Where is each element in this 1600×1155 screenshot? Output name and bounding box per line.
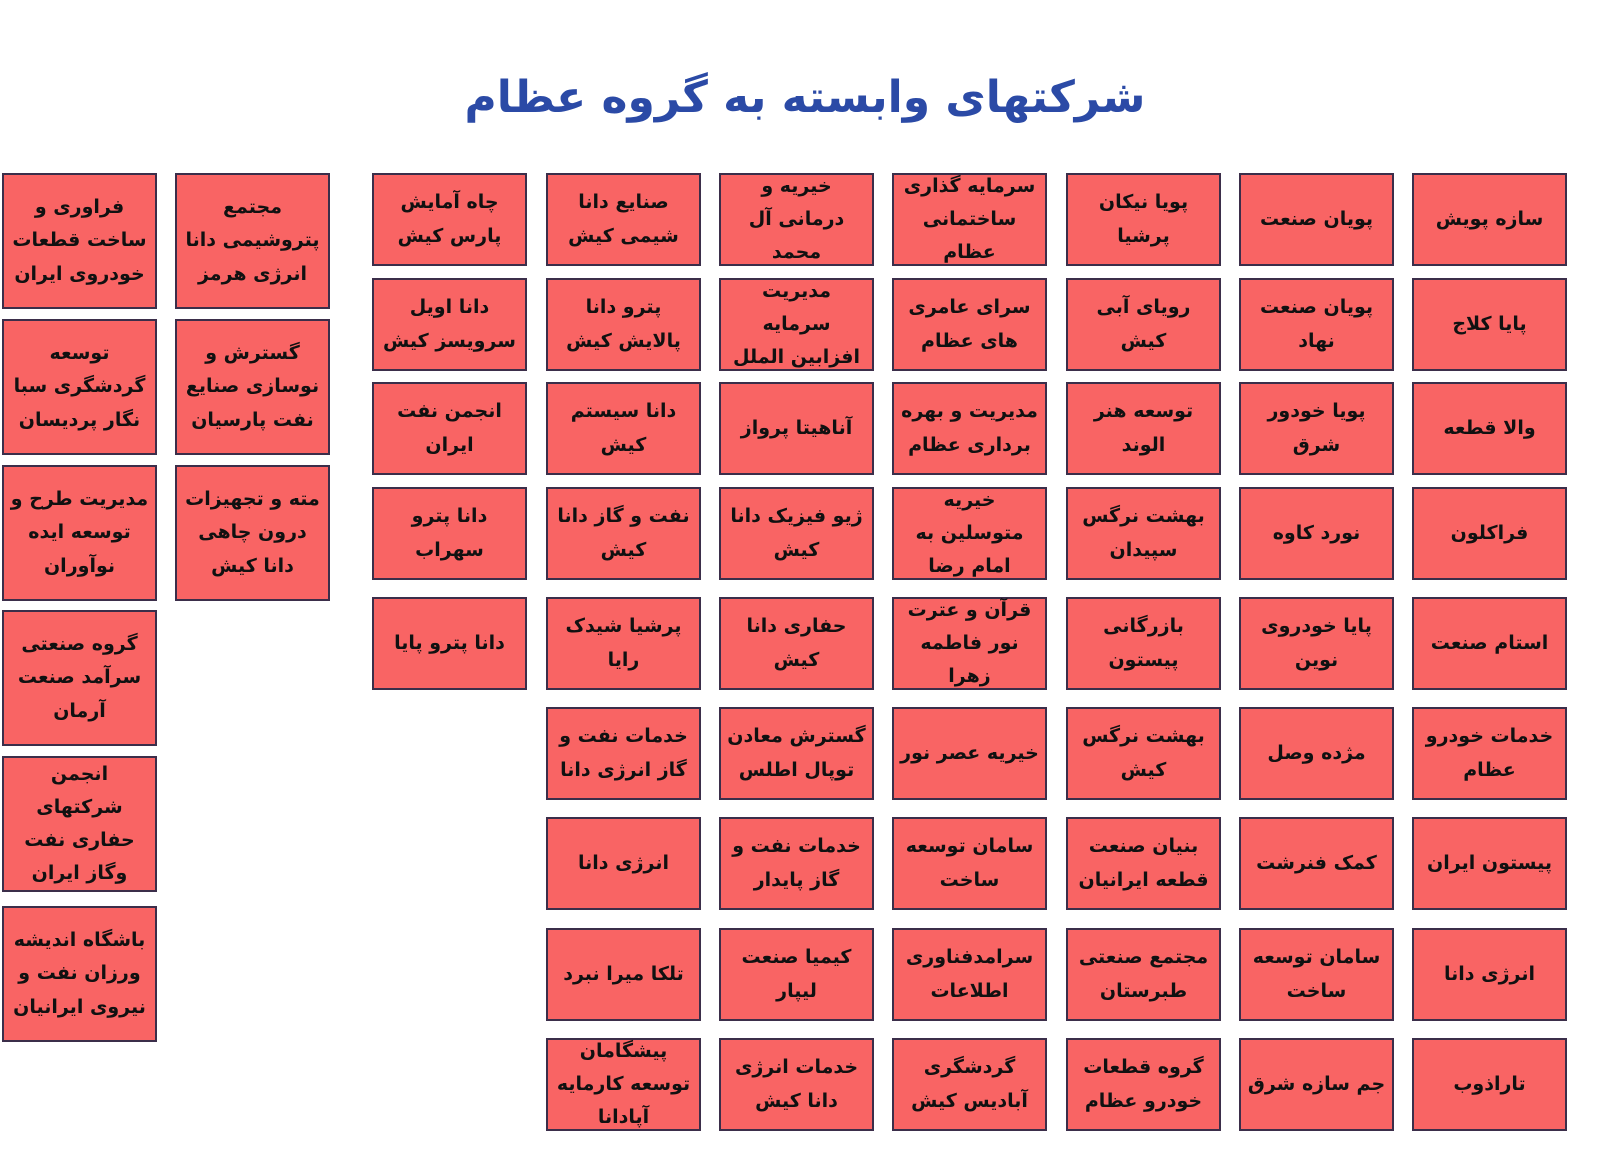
company-box: خیریه متوسلین به امام رضا — [892, 487, 1047, 580]
company-box: چاه آمایش پارس کیش — [372, 173, 527, 266]
company-box: بازرگانی پیستون — [1066, 597, 1221, 690]
company-box: سرمایه گذاری ساختمانی عظام — [892, 173, 1047, 266]
company-box: کمک فنرشت — [1239, 817, 1394, 910]
company-box: پویان صنعت — [1239, 173, 1394, 266]
company-box: پایا کلاج — [1412, 278, 1567, 371]
company-box: پیشگامان توسعه کارمایه آپادانا — [546, 1038, 701, 1131]
company-box: سامان توسعه ساخت — [892, 817, 1047, 910]
company-box: نفت و گاز دانا کیش — [546, 487, 701, 580]
company-box: مته و تجهیزات درون چاهی دانا کیش — [175, 465, 330, 601]
company-box: نورد کاوه — [1239, 487, 1394, 580]
company-box: قرآن و عترت نور فاطمه زهرا — [892, 597, 1047, 690]
company-box: مژده وصل — [1239, 707, 1394, 800]
company-box: خیریه و درمانی آل محمد — [719, 173, 874, 266]
company-box: خیریه عصر نور — [892, 707, 1047, 800]
company-box: گروه قطعات خودرو عظام — [1066, 1038, 1221, 1131]
company-box: پیستون ایران — [1412, 817, 1567, 910]
company-box: انرژی دانا — [546, 817, 701, 910]
company-box: دانا سیستم کیش — [546, 382, 701, 475]
company-box: مجتمع پتروشیمی دانا انرژی هرمز — [175, 173, 330, 309]
company-box: استام صنعت — [1412, 597, 1567, 690]
company-box: انجمن نفت ایران — [372, 382, 527, 475]
company-box: حفاری دانا کیش — [719, 597, 874, 690]
company-box: گروه صنعتی سرآمد صنعت آرمان — [2, 610, 157, 746]
company-box: پایا خودروی نوین — [1239, 597, 1394, 690]
company-box: پرشیا شیدک رایا — [546, 597, 701, 690]
company-box: پویا نیکان پرشیا — [1066, 173, 1221, 266]
company-box: بهشت نرگس کیش — [1066, 707, 1221, 800]
company-box: پویان صنعت نهاد — [1239, 278, 1394, 371]
company-box: جم سازه شرق — [1239, 1038, 1394, 1131]
company-box: فراوری و ساخت قطعات خودروی ایران — [2, 173, 157, 309]
company-box: خدمات نفت و گاز پایدار — [719, 817, 874, 910]
company-box: توسعه گردشگری سبا نگار پردیسان — [2, 319, 157, 455]
company-box: سازه پویش — [1412, 173, 1567, 266]
company-box: دانا اویل سرویسز کیش — [372, 278, 527, 371]
company-box: مدیریت طرح و توسعه ایده نوآوران — [2, 465, 157, 601]
company-box: دانا پترو سهراب — [372, 487, 527, 580]
company-box: تلکا میرا نبرد — [546, 928, 701, 1021]
company-box: گردشگری آبادیس کیش — [892, 1038, 1047, 1131]
company-box: صنایع دانا شیمی کیش — [546, 173, 701, 266]
company-box: گسترش معادن توپال اطلس — [719, 707, 874, 800]
company-box: والا قطعه — [1412, 382, 1567, 475]
company-box: توسعه هنر الوند — [1066, 382, 1221, 475]
company-box: پویا خودور شرق — [1239, 382, 1394, 475]
company-box: خدمات خودرو عظام — [1412, 707, 1567, 800]
company-box: تاراذوب — [1412, 1038, 1567, 1131]
company-box: بنیان صنعت قطعه ایرانیان — [1066, 817, 1221, 910]
company-box: خدمات انرژی دانا کیش — [719, 1038, 874, 1131]
company-box: سرامدفناوری اطلاعات — [892, 928, 1047, 1021]
company-box: آناهیتا پرواز — [719, 382, 874, 475]
company-box: رویای آبی کیش — [1066, 278, 1221, 371]
company-box: دانا پترو پایا — [372, 597, 527, 690]
company-box: سرای عامری های عظام — [892, 278, 1047, 371]
company-box: مجتمع صنعتی طبرستان — [1066, 928, 1221, 1021]
company-box: کیمیا صنعت لیپار — [719, 928, 874, 1021]
company-box: انجمن شرکتهای حفاری نفت وگاز ایران — [2, 756, 157, 892]
company-box: سامان توسعه ساخت — [1239, 928, 1394, 1021]
page-title: شرکتهای وابسته به گروه عظام — [464, 72, 1146, 123]
company-box: مدیریت و بهره برداری عظام — [892, 382, 1047, 475]
company-box: خدمات نفت و گاز انرژی دانا — [546, 707, 701, 800]
company-box: پترو دانا پالایش کیش — [546, 278, 701, 371]
company-box: گسترش و نوسازی صنایع نفت پارسیان — [175, 319, 330, 455]
company-box: باشگاه اندیشه ورزان نفت و نیروی ایرانیان — [2, 906, 157, 1042]
company-box: ژیو فیزیک دانا کیش — [719, 487, 874, 580]
company-box: انرژی دانا — [1412, 928, 1567, 1021]
company-box: فراکلون — [1412, 487, 1567, 580]
company-box: مدیریت سرمایه افزابین الملل — [719, 278, 874, 371]
company-box: بهشت نرگس سپیدان — [1066, 487, 1221, 580]
